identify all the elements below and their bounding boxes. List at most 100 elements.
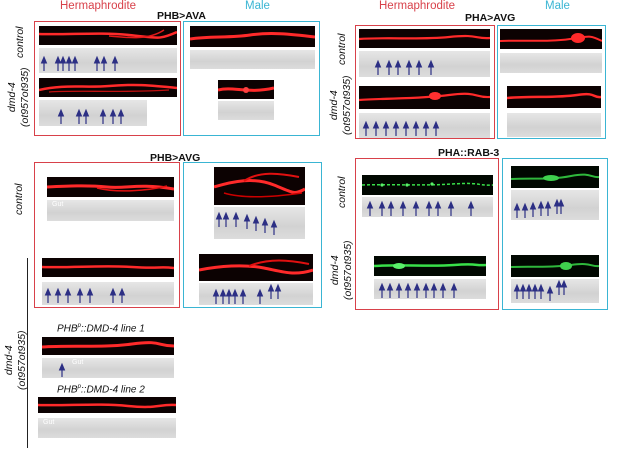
up-arrow-icon <box>40 55 48 71</box>
phb-ava-male-control-fluorescence <box>190 26 315 47</box>
up-arrow-icon <box>544 200 552 216</box>
pha-rab3-male-control-fluorescence <box>511 166 599 188</box>
row-label-control-1: control <box>14 26 26 58</box>
phb-avg-male-control-em <box>214 207 305 239</box>
up-arrow-icon <box>222 211 230 227</box>
phb-ava-male-dmd4-em <box>218 101 274 120</box>
up-arrow-icon <box>82 108 90 124</box>
up-arrow-icon <box>58 362 66 377</box>
dmd4-text: dmd-4 <box>329 255 341 286</box>
up-arrow-icon <box>399 200 407 216</box>
allele-text: (ot957ot935) <box>19 67 31 127</box>
up-arrow-icon <box>385 59 393 75</box>
up-arrow-icon <box>531 283 539 299</box>
up-arrow-icon <box>362 120 370 136</box>
phb-ava-herm-dmd4-em <box>39 100 147 126</box>
up-arrow-icon <box>432 120 440 136</box>
up-arrow-icon <box>425 200 433 216</box>
up-arrow-icon <box>525 283 533 299</box>
row-label-dmd4-4: dmd-4 (ot957ot935) <box>329 240 355 300</box>
phb-avg-herm-line2-fluorescence <box>38 397 176 413</box>
male-box-pha-avg <box>497 25 606 139</box>
up-arrow-icon <box>93 55 101 71</box>
up-arrow-icon <box>395 282 403 298</box>
up-arrow-icon <box>386 282 394 298</box>
up-arrow-icon <box>86 287 94 303</box>
up-arrow-icon <box>402 120 410 136</box>
dmd4-text: dmd-4 <box>6 82 18 113</box>
up-arrow-icon <box>447 200 455 216</box>
up-arrow-icon <box>231 288 239 304</box>
pha-rab3-male-dmd4-em <box>511 279 599 303</box>
pha-avg-male-control-fluorescence <box>500 29 602 49</box>
up-arrow-icon <box>267 283 275 299</box>
up-arrow-icon <box>422 282 430 298</box>
pha-rab3-male-dmd4-fluorescence <box>511 255 599 277</box>
phb-avg-herm-line1-fluorescence <box>42 337 174 355</box>
up-arrow-icon <box>387 200 395 216</box>
up-arrow-icon <box>378 282 386 298</box>
allele-text: (ot957ot935) <box>16 330 28 390</box>
up-arrow-icon <box>252 215 260 231</box>
up-arrow-icon <box>537 283 545 299</box>
pha-avg-male-control-em <box>500 53 602 73</box>
up-arrow-icon <box>118 287 126 303</box>
up-arrow-icon <box>394 59 402 75</box>
gut-label: Gut <box>43 419 55 426</box>
up-arrow-icon <box>117 108 125 124</box>
phb-ava-male-control-em <box>190 50 315 69</box>
row-label-control-2: control <box>336 33 348 65</box>
phb-avg-herm-line2-em: Gut <box>38 418 176 438</box>
row-label-dmd4-1: dmd-4 (ot957ot935) <box>6 67 32 127</box>
line-1-sup: p <box>77 323 81 329</box>
phb-ava-herm-control-em <box>39 48 177 73</box>
up-arrow-icon <box>439 282 447 298</box>
pha-rab3-herm-dmd4-fluorescence <box>374 256 486 276</box>
up-arrow-icon <box>256 288 264 304</box>
hermaphrodite-box-phb-ava <box>34 21 181 136</box>
up-arrow-icon <box>404 282 412 298</box>
up-arrow-icon <box>412 120 420 136</box>
up-arrow-icon <box>54 55 62 71</box>
up-arrow-icon <box>555 279 563 295</box>
up-arrow-icon <box>274 283 282 299</box>
row-label-dmd4-3: dmd-4 (ot957ot935) <box>3 330 29 390</box>
phb-avg-herm-dmd4-em <box>42 282 174 305</box>
line-1-prefix: PHB <box>57 323 78 335</box>
up-arrow-icon <box>243 213 251 229</box>
hermaphrodite-box-phb-avg <box>34 162 180 308</box>
male-label-2: Male <box>545 0 570 12</box>
male-box-pha-rab3 <box>502 158 608 310</box>
up-arrow-icon <box>219 288 227 304</box>
pha-avg-herm-control-fluorescence <box>359 29 490 48</box>
up-arrow-icon <box>75 108 83 124</box>
up-arrow-icon <box>521 202 529 218</box>
pha-rab3-herm-control-em <box>362 197 493 217</box>
up-arrow-icon <box>100 55 108 71</box>
phb-avg-male-dmd4-fluorescence <box>199 254 313 281</box>
male-box-phb-ava <box>183 21 320 136</box>
pha-avg-male-dmd4-em <box>507 113 601 137</box>
panel-title-phb-avg: PHB>AVG <box>150 152 201 164</box>
hermaphrodite-label-2: Hermaphrodite <box>379 0 456 12</box>
up-arrow-icon <box>430 282 438 298</box>
up-arrow-icon <box>560 279 568 295</box>
line-2-sup: p <box>77 384 81 390</box>
gut-label: Gut <box>52 201 64 208</box>
up-arrow-icon <box>76 287 84 303</box>
line-2-suffix: ::DMD-4 line 2 <box>80 384 145 396</box>
up-arrow-icon <box>57 108 65 124</box>
hermaphrodite-box-pha-rab3 <box>355 158 499 310</box>
up-arrow-icon <box>111 55 119 71</box>
line-1-suffix: ::DMD-4 line 1 <box>80 323 145 335</box>
up-arrow-icon <box>519 283 527 299</box>
up-arrow-icon <box>529 201 537 217</box>
male-label-1: Male <box>245 0 270 12</box>
up-arrow-icon <box>422 120 430 136</box>
up-arrow-icon <box>450 282 458 298</box>
phb-ava-herm-control-fluorescence <box>39 26 177 45</box>
up-arrow-icon <box>109 287 117 303</box>
phb-avg-herm-control-em: Gut <box>47 200 174 221</box>
gut-label: Gut <box>72 359 84 366</box>
up-arrow-icon <box>412 200 420 216</box>
